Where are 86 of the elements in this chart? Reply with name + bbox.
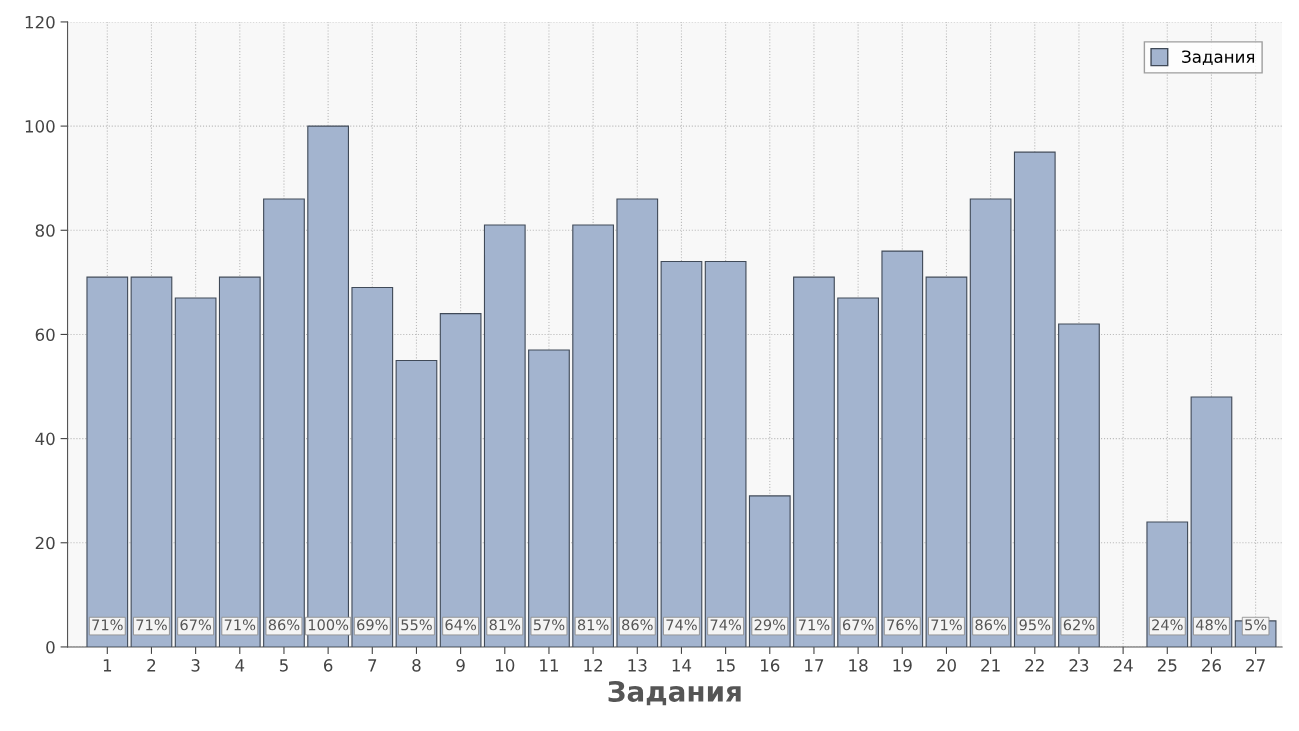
- y-tick-label: 40: [35, 432, 55, 446]
- data-label: 5%: [1245, 619, 1267, 631]
- data-label: 69%: [357, 619, 388, 631]
- bar: [1013, 151, 1056, 647]
- x-tick-label: 11: [540, 659, 559, 672]
- x-tick-label: 15: [716, 659, 735, 672]
- data-label: 62%: [1063, 619, 1095, 631]
- bar: [1058, 323, 1100, 647]
- x-tick-label: 4: [235, 659, 245, 672]
- bar: [351, 287, 394, 647]
- y-tick-label: 20: [35, 536, 55, 550]
- y-tick-label: 80: [35, 224, 55, 237]
- bar: [793, 276, 835, 647]
- data-label: 71%: [224, 619, 256, 631]
- legend-label: Задания: [1182, 50, 1255, 66]
- x-tick-label: 17: [805, 659, 824, 672]
- data-label: 74%: [710, 619, 742, 631]
- data-label: 86%: [268, 619, 300, 631]
- x-tick-label: 9: [456, 659, 465, 672]
- x-tick-label: 6: [323, 659, 333, 672]
- x-tick-label: 18: [849, 659, 868, 672]
- data-label: 48%: [1195, 619, 1227, 631]
- y-tick-label: 100: [25, 120, 55, 133]
- data-label: 71%: [931, 619, 962, 631]
- bar: [660, 260, 703, 647]
- data-label: 67%: [842, 619, 874, 631]
- x-tick-label: 20: [937, 659, 956, 672]
- data-label: 71%: [798, 619, 830, 631]
- y-tick-label: 120: [25, 15, 55, 29]
- bar: [307, 125, 349, 647]
- data-label: 24%: [1152, 619, 1183, 631]
- x-tick-label: 27: [1246, 659, 1265, 672]
- data-label: 86%: [975, 619, 1007, 631]
- x-tick-label: 5: [279, 659, 288, 672]
- bar: [174, 297, 217, 647]
- data-label: 71%: [136, 619, 167, 631]
- bar: [704, 260, 747, 647]
- bar: [130, 276, 173, 647]
- bar: [86, 276, 129, 647]
- x-tick-label: 23: [1069, 659, 1089, 672]
- data-label: 71%: [92, 619, 123, 631]
- x-tick-label: 25: [1157, 659, 1177, 672]
- bar: [572, 224, 614, 647]
- y-tick-label: 60: [35, 328, 55, 341]
- bar: [616, 198, 659, 647]
- x-tick-label: 21: [981, 659, 1000, 672]
- data-label: 81%: [577, 619, 609, 631]
- x-tick-label: 7: [368, 659, 377, 672]
- bar: [528, 349, 570, 647]
- data-label: 57%: [533, 619, 565, 631]
- x-tick-label: 16: [761, 659, 780, 672]
- x-tick-label: 2: [147, 659, 156, 672]
- x-tick-label: 19: [893, 659, 912, 672]
- bar: [439, 313, 482, 647]
- x-tick-label: 26: [1202, 659, 1221, 672]
- data-label: 55%: [401, 619, 432, 631]
- data-label: 74%: [666, 619, 697, 631]
- x-tick-label: 24: [1113, 659, 1133, 672]
- bar: [1190, 396, 1233, 647]
- y-tick-label: 0: [46, 640, 55, 654]
- x-tick-label: 14: [672, 659, 692, 672]
- bar: [263, 198, 305, 647]
- bar: [483, 224, 526, 647]
- data-label: 29%: [754, 619, 786, 631]
- x-tick-label: 22: [1025, 659, 1044, 672]
- x-tick-label: 1: [103, 659, 112, 672]
- data-label: 86%: [622, 619, 653, 631]
- bar: [881, 250, 924, 647]
- bar: [837, 297, 879, 647]
- data-label: 100%: [308, 619, 349, 631]
- bar: [925, 276, 968, 647]
- x-tick-label: 10: [496, 659, 515, 672]
- x-tick-label: 12: [584, 659, 603, 672]
- x-axis-title: Задания: [608, 680, 741, 706]
- x-tick-label: 8: [412, 659, 421, 672]
- bar: [218, 276, 261, 647]
- bar: [969, 198, 1012, 647]
- x-tick-label: 3: [191, 659, 200, 672]
- bar: [395, 359, 438, 647]
- data-label: 81%: [489, 619, 521, 631]
- bar: [748, 495, 791, 647]
- data-label: 67%: [180, 619, 212, 631]
- data-label: 76%: [887, 619, 918, 631]
- data-label: 64%: [445, 619, 477, 631]
- x-tick-label: 13: [628, 659, 647, 672]
- data-label: 95%: [1019, 619, 1051, 631]
